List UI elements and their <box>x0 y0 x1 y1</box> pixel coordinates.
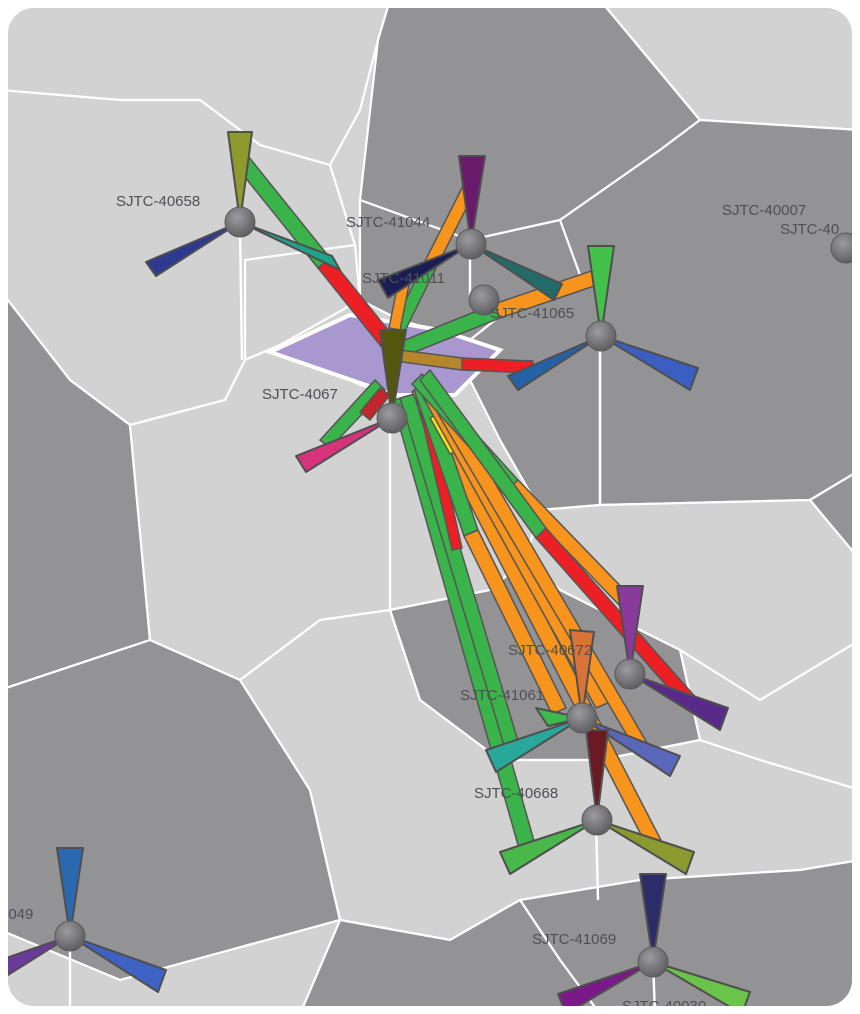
station-label: SJTC-40007 <box>722 202 806 219</box>
station-label: SJTC-40030 <box>622 998 706 1006</box>
station-label: SJTC-41061 <box>460 687 544 704</box>
station-wedge[interactable] <box>652 961 751 1006</box>
station-node-41044[interactable] <box>455 228 487 260</box>
station-wedge[interactable] <box>600 335 699 391</box>
station-wedge[interactable] <box>8 935 71 980</box>
station-node-40668[interactable] <box>581 804 613 836</box>
station-node-40672[interactable] <box>614 658 646 690</box>
station-wedge[interactable] <box>499 819 598 875</box>
station-label: SJTC-41044 <box>346 214 430 231</box>
station-labels: SJTC-40658 SJTC-41044 SJTC-41011 SJTC-41… <box>8 193 839 1006</box>
station-wedge[interactable] <box>557 961 654 1006</box>
station-wedge[interactable] <box>569 629 595 719</box>
station-wedge[interactable] <box>507 335 602 391</box>
link-bar[interactable] <box>462 529 568 715</box>
station-label: SJTC-41065 <box>490 305 574 322</box>
station-label: SJTC-41011 <box>362 270 445 287</box>
station-wedge[interactable] <box>227 131 253 223</box>
station-label: SJTC-40658 <box>116 193 200 210</box>
station-wedge[interactable] <box>470 243 563 301</box>
voronoi-cell[interactable] <box>300 898 600 1006</box>
station-wedge[interactable] <box>377 243 472 299</box>
station-wedge[interactable] <box>69 935 167 993</box>
voronoi-cell[interactable] <box>808 470 852 560</box>
station-wedge[interactable] <box>629 673 729 731</box>
station-wedge[interactable] <box>485 717 583 773</box>
station-label: 1049 <box>8 906 33 923</box>
station-node-41061[interactable] <box>566 702 598 734</box>
station-wedge[interactable] <box>458 155 486 245</box>
station-node-41065[interactable] <box>585 320 617 352</box>
station-node-41049[interactable] <box>54 920 86 952</box>
station-wedge[interactable] <box>587 245 615 337</box>
station-wedge[interactable] <box>585 729 609 821</box>
station-wedge[interactable] <box>145 221 241 277</box>
voronoi-cell[interactable] <box>600 8 852 131</box>
station-wedge[interactable] <box>56 847 84 937</box>
station-node-40xx[interactable] <box>830 232 852 264</box>
voronoi-cell[interactable] <box>8 918 342 1006</box>
station-label: SJTC-41069 <box>532 931 616 948</box>
station-wedge[interactable] <box>639 873 667 963</box>
station-wedge[interactable] <box>596 819 695 875</box>
station-node-40658[interactable] <box>224 206 256 238</box>
station-map[interactable]: SJTC-40658 SJTC-41044 SJTC-41011 SJTC-41… <box>8 8 852 1006</box>
station-wedge[interactable] <box>535 707 583 727</box>
station-node-40670[interactable] <box>376 402 408 434</box>
station-wedge[interactable] <box>295 417 393 473</box>
station-nodes <box>54 206 852 978</box>
station-label: SJTC-40668 <box>474 785 558 802</box>
station-wedge[interactable] <box>616 585 644 675</box>
station-label: SJTC-4067 <box>262 386 338 403</box>
station-label: SJTC-40672 <box>508 642 592 659</box>
station-node-41069[interactable] <box>637 946 669 978</box>
station-node-41011[interactable] <box>468 284 500 316</box>
station-wedge[interactable] <box>379 329 407 419</box>
map-frame: SJTC-40658 SJTC-41044 SJTC-41011 SJTC-41… <box>8 8 852 1006</box>
station-label: SJTC-40 <box>780 221 839 238</box>
station-glyphs <box>8 131 751 1006</box>
station-wedge[interactable] <box>239 221 341 271</box>
